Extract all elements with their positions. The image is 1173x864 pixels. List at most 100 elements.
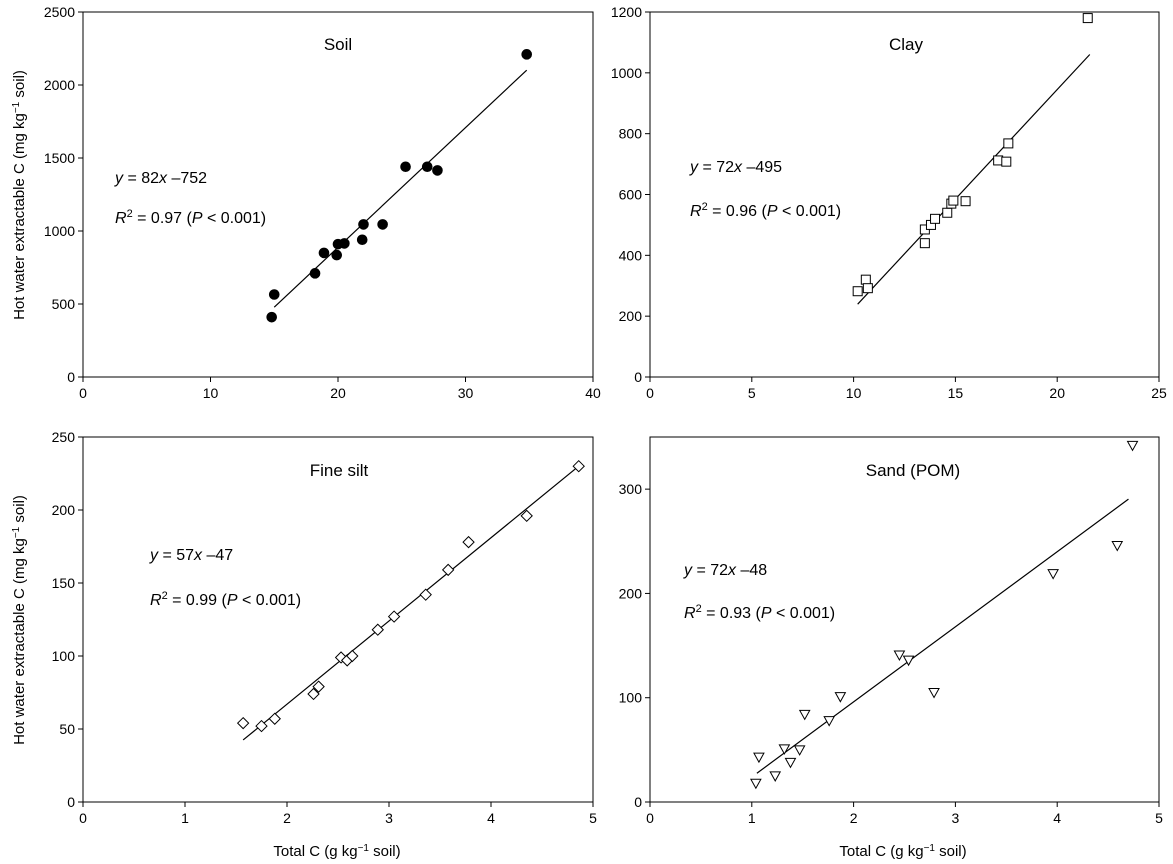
plot-frame <box>82 436 594 803</box>
x-tick-label: 15 <box>948 385 964 401</box>
data-point <box>852 286 863 297</box>
y-tick-label: 800 <box>619 126 643 142</box>
data-point <box>1126 440 1139 452</box>
regression-line <box>273 69 528 308</box>
data-point <box>520 509 533 523</box>
data-point <box>769 771 782 782</box>
panel-sand-pom: 0 1 2 3 4 5 0 100 200 300 Sand (POM) y = 72x –48 R2 … <box>619 436 1163 826</box>
x-tick-label: 0 <box>79 810 87 826</box>
y-tick-label: 300 <box>619 481 643 497</box>
data-point <box>377 219 388 230</box>
x-tick-label: 1 <box>181 810 189 826</box>
y-tick-label: 0 <box>67 369 75 385</box>
data-point <box>930 213 941 224</box>
data-point <box>421 161 433 173</box>
y-tick-label: 200 <box>619 308 643 324</box>
data-point <box>960 196 971 207</box>
data-point <box>753 752 765 764</box>
data-point <box>371 623 384 636</box>
data-point <box>346 649 359 663</box>
x-tick-label: 20 <box>330 385 346 401</box>
data-point <box>784 757 797 769</box>
data-point <box>318 247 330 259</box>
y-tick-label: 600 <box>619 187 643 203</box>
panel-soil: 0 10 20 30 40 0 500 1000 1500 2000 2500 Soil y = 82x… <box>44 4 601 401</box>
regression-line <box>242 464 581 741</box>
data-point <box>387 610 401 623</box>
regression-equation: y = 72x –48 <box>683 562 767 579</box>
y-tick-label: 1500 <box>44 150 75 166</box>
x-tick-label: 3 <box>952 810 960 826</box>
y-axis-label-bottom: Hot water extractable C (mg kg−1 soil) <box>11 495 29 745</box>
panel-title: Fine silt <box>310 461 369 480</box>
y-tick-label: 400 <box>619 247 643 263</box>
data-point <box>268 712 281 725</box>
data-point <box>255 719 268 733</box>
data-point <box>1001 156 1012 167</box>
x-tick-label: 5 <box>748 385 756 401</box>
data-point <box>572 459 585 473</box>
data-point <box>778 744 791 755</box>
y-tick-label: 2500 <box>44 4 75 20</box>
data-point <box>441 563 455 577</box>
data-point <box>400 161 411 173</box>
data-point <box>236 716 250 730</box>
y-tick-label: 0 <box>67 794 75 810</box>
panel-title: Soil <box>324 35 352 54</box>
data-point <box>331 249 343 261</box>
panel-title: Sand (POM) <box>866 461 960 480</box>
regression-line <box>857 54 1091 305</box>
x-tick-label: 10 <box>203 385 219 401</box>
x-axis-label-right: Total C (g kg−1 soil) <box>839 843 966 861</box>
data-point <box>307 687 320 701</box>
data-point <box>1047 569 1059 580</box>
y-tick-label: 250 <box>52 429 76 445</box>
data-point <box>419 588 432 601</box>
x-tick-label: 4 <box>487 810 495 826</box>
y-tick-label: 200 <box>52 502 76 518</box>
data-point <box>893 650 906 661</box>
y-tick-label: 500 <box>52 296 76 312</box>
r-squared-label: R2 = 0.97 (P < 0.001) <box>115 208 266 227</box>
y-tick-label: 2000 <box>44 77 75 93</box>
plot-frame <box>649 436 1160 803</box>
y-tick-label: 100 <box>52 648 76 664</box>
y-tick-label: 0 <box>634 794 642 810</box>
y-tick-label: 1000 <box>611 65 642 81</box>
data-point <box>862 283 873 294</box>
data-point <box>823 716 836 727</box>
x-tick-label: 4 <box>1053 810 1061 826</box>
x-tick-label: 1 <box>748 810 756 826</box>
x-tick-label: 5 <box>589 810 597 826</box>
x-tick-label: 3 <box>385 810 393 826</box>
x-tick-label: 0 <box>646 810 654 826</box>
regression-equation: y = 72x –495 <box>689 159 782 176</box>
regression-line <box>756 498 1129 774</box>
regression-equation: y = 57x –47 <box>149 547 233 564</box>
data-point <box>902 655 915 667</box>
y-tick-label: 50 <box>59 721 75 737</box>
regression-equation: y = 82x –752 <box>114 170 207 187</box>
x-tick-label: 5 <box>1155 810 1163 826</box>
data-point <box>928 688 940 699</box>
data-point <box>358 219 369 230</box>
plot-frame <box>649 11 1160 378</box>
x-tick-label: 20 <box>1049 385 1065 401</box>
data-point <box>356 234 368 246</box>
x-tick-label: 0 <box>646 385 654 401</box>
y-tick-label: 1200 <box>611 4 642 20</box>
data-point <box>793 745 806 756</box>
data-point <box>750 778 762 790</box>
y-axis-label-top: Hot water extractable C (mg kg−1 soil) <box>11 70 29 320</box>
data-point <box>798 709 811 721</box>
r-squared-label: R2 = 0.99 (P < 0.001) <box>150 590 301 609</box>
r-squared-label: R2 = 0.93 (P < 0.001) <box>684 603 835 622</box>
x-tick-label: 10 <box>846 385 862 401</box>
data-point <box>268 289 280 300</box>
y-tick-label: 150 <box>52 575 76 591</box>
x-tick-label: 40 <box>585 385 601 401</box>
panel-clay: 0 5 10 15 20 25 0 200 400 600 800 1000 1200 Clay y = 7… <box>611 4 1167 401</box>
data-point <box>834 692 847 703</box>
